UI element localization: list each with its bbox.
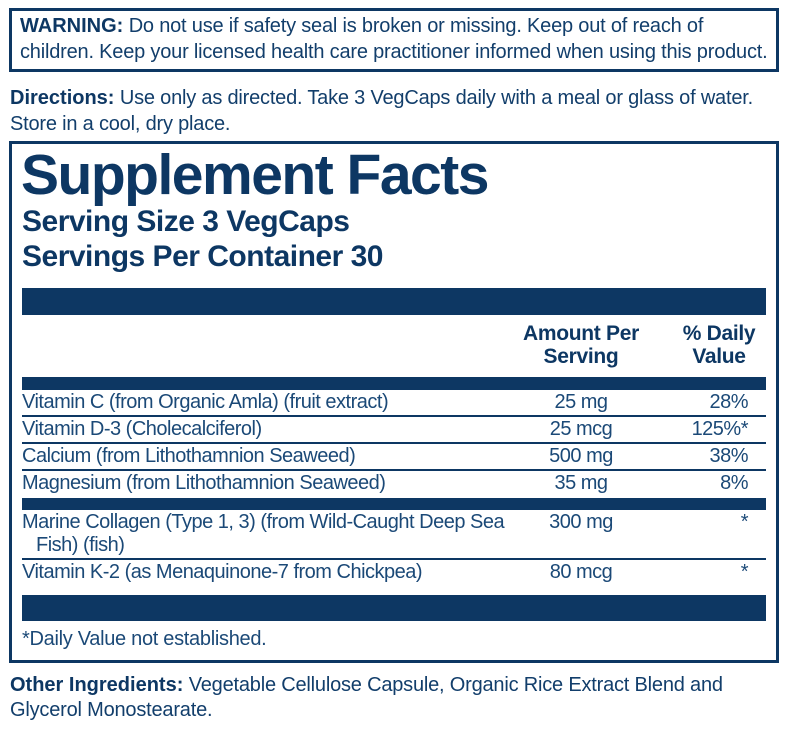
nutrient-amount: 25 mg <box>554 391 608 413</box>
nutrient-name: Vitamin D-3 (Cholecalciferol) <box>22 418 262 440</box>
table-row: Vitamin D-3 (Cholecalciferol) 25 mcg 125… <box>22 417 766 444</box>
nutrient-name: Calcium (from Lithothamnion Seaweed) <box>22 445 356 467</box>
other-ingredients-text: Other Ingredients: Vegetable Cellulose C… <box>10 673 778 723</box>
nutrient-amount: 25 mcg <box>549 418 613 440</box>
table-row: Vitamin K-2 (as Menaquinone-7 from Chick… <box>22 560 766 587</box>
warning-text: WARNING: Do not use if safety seal is br… <box>20 13 768 65</box>
supplement-facts-title: Supplement Facts <box>21 143 489 207</box>
table-header-row: Amount Per Serving % Daily Value <box>22 315 766 377</box>
nutrient-dv: * <box>740 561 749 583</box>
header-spacer <box>22 322 518 368</box>
other-ingredients-body: Vegetable Cellulose Capsule, Organic Ric… <box>10 674 723 721</box>
directions-text: Directions: Use only as directed. Take 3… <box>10 85 778 137</box>
divider-bar-bottom <box>22 595 766 621</box>
daily-value-footnote: *Daily Value not established. <box>22 628 267 650</box>
nutrient-name: Magnesium (from Lithothamnion Seaweed) <box>22 472 386 494</box>
warning-body: Do not use if safety seal is broken or m… <box>20 15 768 63</box>
table-row: Magnesium (from Lithothamnion Seaweed) 3… <box>22 471 766 498</box>
header-amount-per-serving: Amount Per Serving <box>522 322 639 368</box>
nutrient-amount: 35 mg <box>554 472 608 494</box>
supplement-facts-panel: Supplement Facts Serving Size 3 VegCaps … <box>9 141 779 663</box>
directions-label: Directions: <box>10 87 115 109</box>
nutrient-name: Vitamin K-2 (as Menaquinone-7 from Chick… <box>22 561 423 583</box>
supplement-label-page: WARNING: Do not use if safety seal is br… <box>9 8 779 723</box>
servings-per-container: Servings Per Container 30 <box>22 240 383 273</box>
nutrient-amount: 300 mg <box>549 511 613 533</box>
nutrient-dv: 8% <box>720 472 748 494</box>
divider-bar-top <box>22 288 766 315</box>
header-percent-daily-value: % Daily Value <box>682 322 756 368</box>
nutrient-dv: 28% <box>709 391 748 413</box>
nutrient-amount: 80 mcg <box>549 561 613 583</box>
nutrient-dv: 38% <box>709 445 748 467</box>
nutrient-dv: 125%* <box>691 418 749 440</box>
nutrient-dv: * <box>740 511 749 533</box>
divider-bar-header <box>22 377 766 390</box>
table-row: Marine Collagen (Type 1, 3) (from Wild-C… <box>22 510 766 560</box>
warning-label: WARNING: <box>20 15 124 37</box>
warning-box: WARNING: Do not use if safety seal is br… <box>9 8 779 72</box>
table-row: Calcium (from Lithothamnion Seaweed) 500… <box>22 444 766 471</box>
other-ingredients-label: Other Ingredients: <box>10 674 184 696</box>
nutrient-amount: 500 mg <box>549 445 613 467</box>
nutrient-name: Vitamin C (from Organic Amla) (fruit ext… <box>22 391 389 413</box>
nutrient-name: Marine Collagen (Type 1, 3) (from Wild-C… <box>22 511 505 556</box>
directions-body: Use only as directed. Take 3 VegCaps dai… <box>10 87 753 135</box>
table-row: Vitamin C (from Organic Amla) (fruit ext… <box>22 390 766 417</box>
serving-size: Serving Size 3 VegCaps <box>22 205 350 238</box>
divider-bar-middle <box>22 498 766 510</box>
